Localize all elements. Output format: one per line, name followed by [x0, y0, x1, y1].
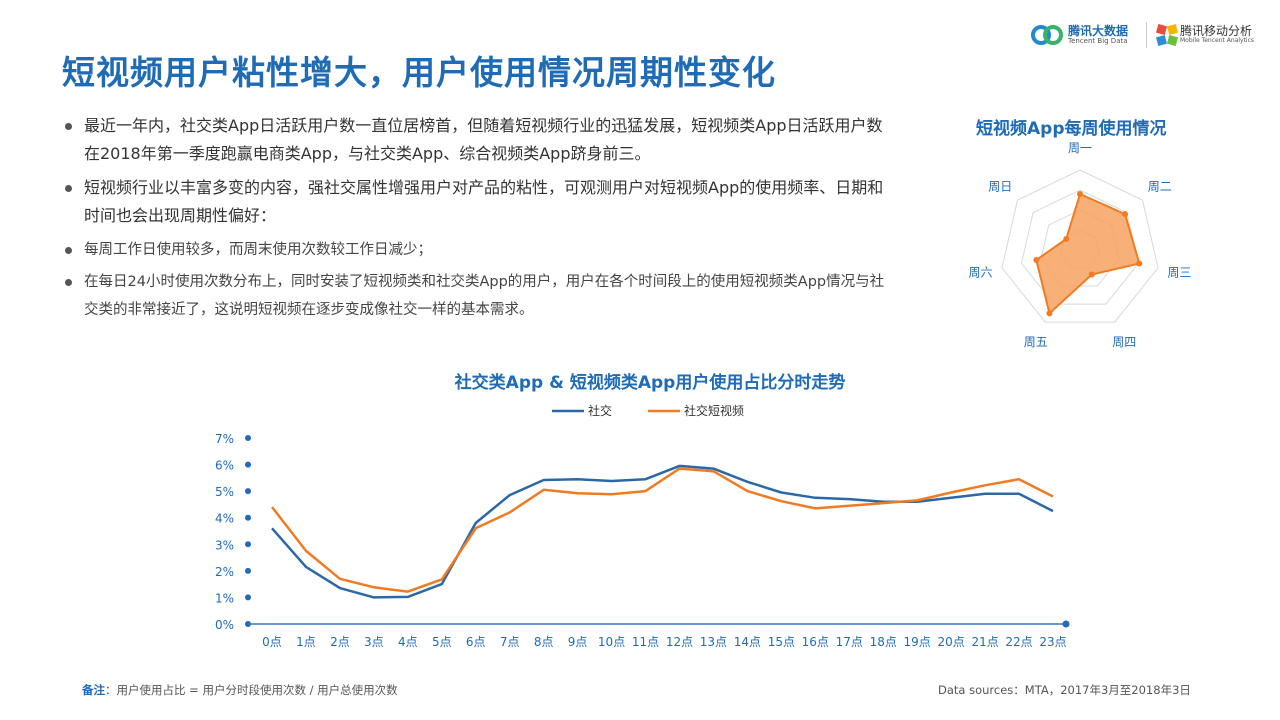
- y-tick-dot: [245, 488, 251, 495]
- x-tick-label: 14点: [734, 635, 761, 649]
- radar-point: [1063, 236, 1070, 243]
- y-tick-dot: [245, 594, 251, 601]
- y-tick-label: 6%: [215, 459, 234, 473]
- radar-axis-label: 周五: [1024, 335, 1048, 349]
- y-tick-label: 5%: [215, 485, 234, 499]
- data-source: Data sources：MTA，2017年3月至2018年3日: [938, 683, 1191, 697]
- y-tick-label: 1%: [215, 591, 234, 605]
- x-tick-label: 20点: [937, 635, 964, 649]
- x-tick-label: 8点: [534, 635, 554, 649]
- logo-tencent-big-data-en: Tencent Big Data: [1068, 37, 1128, 45]
- series-line: [271, 464, 1054, 599]
- series-line: [271, 467, 1054, 593]
- x-tick-label: 5点: [432, 635, 452, 649]
- radar-axis-label: 周日: [988, 179, 1012, 193]
- radar-point: [1122, 211, 1129, 218]
- radar-axis-label: 周四: [1112, 335, 1136, 349]
- logo-mta-en: Mobile Tencent Analytics: [1180, 37, 1255, 44]
- y-tick-label: 3%: [215, 538, 234, 552]
- logo-tencent-big-data-text: 腾讯大数据: [1068, 24, 1129, 38]
- logo-mta-text: 腾讯移动分析: [1180, 24, 1253, 38]
- legend-label: 社交: [588, 403, 612, 418]
- logo-group: 腾讯大数据 Tencent Big Data 腾讯移动分析 Mobile Ten…: [1030, 20, 1260, 50]
- footnote: 备注：用户使用占比 = 用户分时段使用次数 / 用户总使用次数: [82, 682, 398, 698]
- x-tick-label: 7点: [500, 635, 520, 649]
- radar-ring: [1001, 169, 1159, 323]
- radar-point: [1033, 256, 1040, 263]
- radar-point: [1046, 310, 1053, 317]
- x-tick-label: 22点: [1005, 635, 1032, 649]
- y-tick-label: 2%: [215, 565, 234, 579]
- y-tick-label: 0%: [215, 618, 234, 632]
- x-tick-label: 2点: [330, 635, 350, 649]
- x-tick-label: 23点: [1039, 635, 1066, 649]
- radar-axis-label: 周六: [969, 266, 993, 280]
- y-tick-dot: [245, 541, 251, 548]
- x-tick-label: 1点: [296, 635, 316, 649]
- x-tick-label: 10点: [598, 635, 625, 649]
- bullet-main-2: 短视频行业以丰富多变的内容，强社交属性增强用户对产品的粘性，可观测用户对短视频A…: [62, 174, 892, 230]
- radar-area: [1035, 192, 1141, 316]
- line-chart: 社交 社交短视频 0% 1% 2% 3% 4% 5% 6% 7% 0点 1点 2点 3点 4点 5点 6点 7点 8…: [215, 403, 1070, 649]
- radar-chart-title: 短视频App每周使用情况: [976, 119, 1167, 139]
- x-tick-label: 13点: [700, 635, 727, 649]
- footnote-text: ：用户使用占比 = 用户分时段使用次数 / 用户总使用次数: [105, 683, 398, 697]
- x-tick-label: 21点: [971, 635, 998, 649]
- y-tick-dot: [245, 461, 251, 468]
- x-tick-label: 0点: [262, 635, 282, 649]
- x-tick-label: 4点: [398, 635, 418, 649]
- page-title: 短视频用户粘性增大，用户使用情况周期性变化: [62, 53, 776, 92]
- radar-axis-label: 周一: [1068, 141, 1092, 155]
- bullet-sub-1: 每周工作日使用较多，而周末使用次数较工作日减少；: [62, 236, 892, 264]
- radar-point: [1077, 191, 1083, 197]
- y-tick-label: 4%: [215, 512, 234, 526]
- bullet-list: 最近一年内，社交类App日活跃用户数一直位居榜首，但随着短视频行业的迅猛发展，短…: [62, 112, 892, 328]
- x-tick-label: 11点: [632, 635, 659, 649]
- x-tick-label: 3点: [364, 635, 384, 649]
- bullet-main-1: 最近一年内，社交类App日活跃用户数一直位居榜首，但随着短视频行业的迅猛发展，短…: [62, 112, 892, 168]
- bullet-sub-2: 在每日24小时使用次数分布上，同时安装了短视频类和社交类App的用户，用户在各个…: [62, 268, 892, 324]
- x-tick-label: 12点: [666, 635, 693, 649]
- logo-separator: [1146, 22, 1147, 48]
- y-tick-dot: [245, 567, 251, 574]
- radar-point: [1136, 260, 1143, 267]
- x-tick-label: 19点: [904, 635, 931, 649]
- y-tick-label: 7%: [215, 432, 234, 446]
- x-tick-label: 15点: [768, 635, 795, 649]
- legend-label: 社交短视频: [684, 403, 744, 418]
- radar-point: [1088, 271, 1095, 278]
- x-axis-end-dot: [1062, 620, 1070, 628]
- footnote-label: 备注: [82, 683, 105, 697]
- line-chart-title: 社交类App & 短视频类App用户使用占比分时走势: [454, 373, 846, 393]
- radar-ring: [1020, 189, 1140, 305]
- x-tick-label: 9点: [568, 635, 588, 649]
- tencent-big-data-logo-icon: [1031, 25, 1063, 45]
- y-tick-dot: [245, 435, 251, 441]
- x-tick-label: 16点: [802, 635, 829, 649]
- y-tick-dot: [245, 514, 251, 521]
- x-tick-label: 17点: [836, 635, 863, 649]
- x-tick-label: 6点: [466, 635, 486, 649]
- radar-axis-label: 周二: [1148, 179, 1172, 193]
- radar-axis-label: 周三: [1167, 266, 1191, 280]
- mta-logo-icon: [1156, 24, 1178, 46]
- x-tick-label: 18点: [870, 635, 897, 649]
